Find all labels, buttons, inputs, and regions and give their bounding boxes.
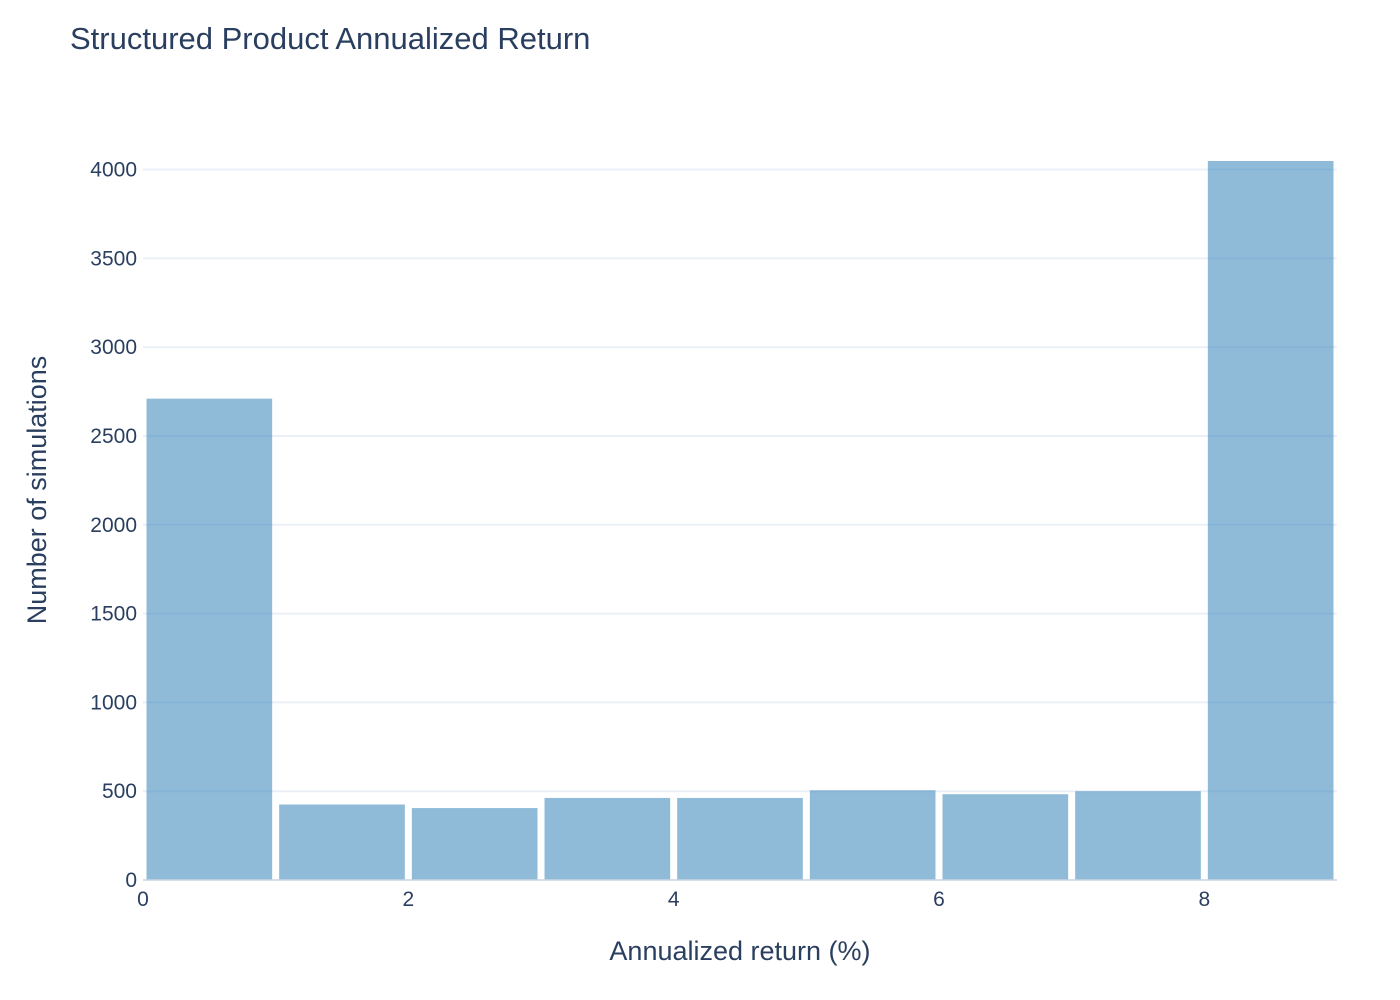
y-tick-labels: 0 500 1000 1500 2000 2500 3000 3500 4000 bbox=[90, 159, 137, 892]
histogram-bar bbox=[1075, 791, 1201, 880]
y-tick-label: 1000 bbox=[90, 691, 137, 714]
histogram-bar bbox=[411, 808, 538, 880]
histogram-bar bbox=[146, 398, 273, 880]
y-tick-label: 3500 bbox=[90, 247, 137, 270]
gridlines bbox=[143, 168, 1337, 793]
histogram-bar bbox=[809, 790, 936, 880]
x-tick-labels: 0 2 4 6 8 bbox=[137, 888, 1210, 911]
y-tick-label: 3000 bbox=[90, 336, 137, 359]
y-tick-label: 0 bbox=[125, 869, 137, 892]
x-axis-title: Annualized return (%) bbox=[609, 936, 870, 966]
x-tick-label: 4 bbox=[668, 888, 680, 911]
histogram-bar bbox=[544, 797, 671, 880]
y-tick-label: 500 bbox=[102, 780, 137, 803]
histogram-bar bbox=[279, 804, 405, 880]
y-tick-label: 2500 bbox=[90, 425, 137, 448]
x-tick-label: 6 bbox=[933, 888, 945, 911]
chart-title: Structured Product Annualized Return bbox=[70, 21, 590, 56]
x-tick-label: 8 bbox=[1198, 888, 1210, 911]
histogram-bar bbox=[677, 797, 803, 880]
x-tick-label: 2 bbox=[402, 888, 414, 911]
x-tick-label: 0 bbox=[137, 888, 149, 911]
histogram-bar bbox=[1207, 160, 1334, 880]
y-axis-title: Number of simulations bbox=[22, 356, 52, 625]
y-tick-label: 1500 bbox=[90, 603, 137, 626]
histogram-bar bbox=[942, 794, 1069, 880]
y-tick-label: 4000 bbox=[90, 159, 137, 182]
bars bbox=[146, 160, 1334, 880]
y-tick-label: 2000 bbox=[90, 514, 137, 537]
